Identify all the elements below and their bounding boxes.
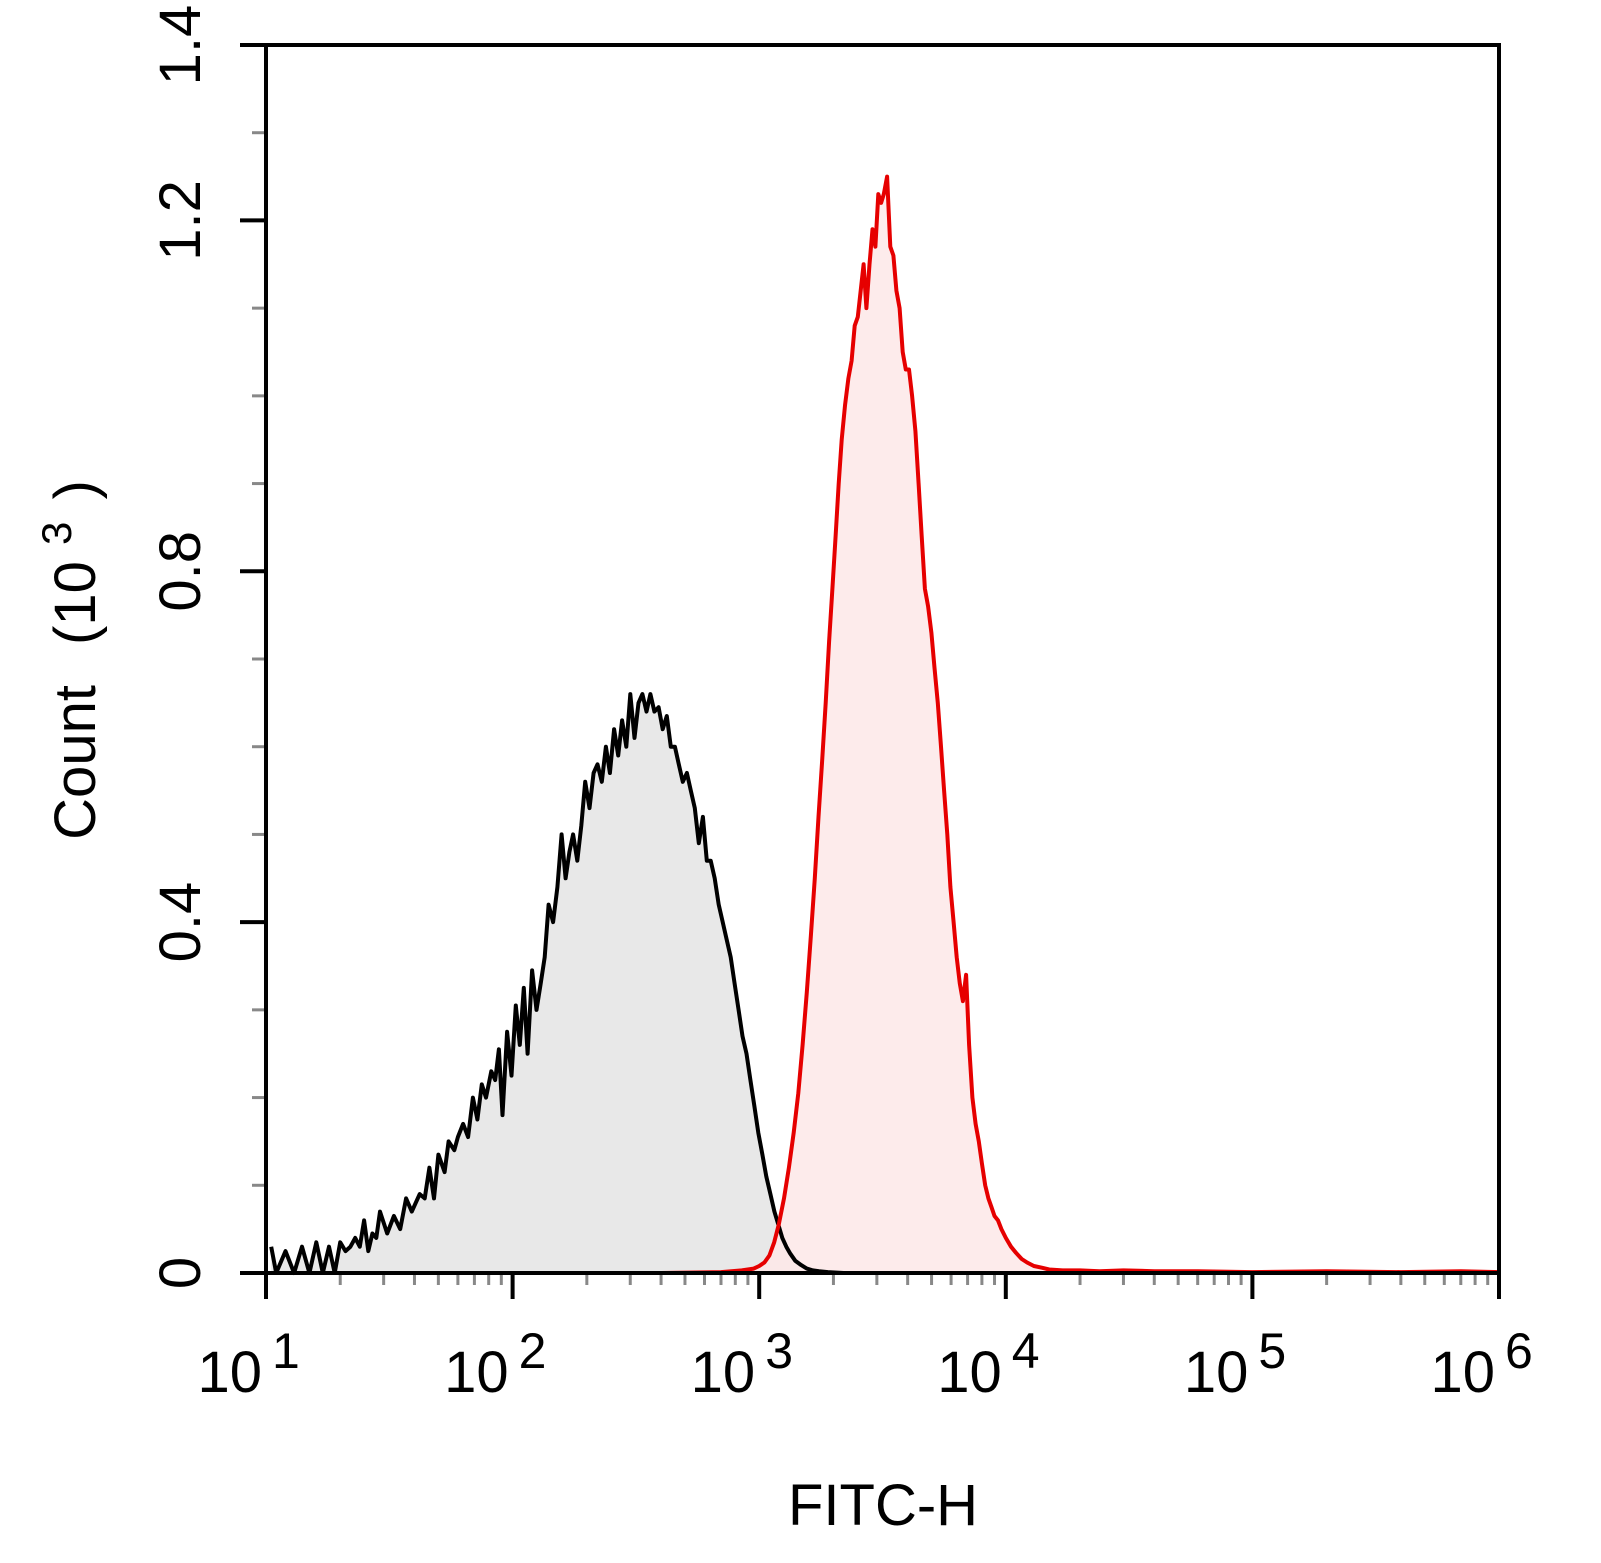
x-tick-label-exponent: 3 (765, 1323, 793, 1379)
x-axis-ticks: 10 1 10 2 10 3 10 4 10 5 10 6 (197, 1273, 1533, 1405)
y-tick-label: 1.2 (148, 180, 213, 261)
x-tick-label: 10 (691, 1340, 756, 1405)
x-tick-label: 10 (1430, 1340, 1495, 1405)
x-tick-label-exponent: 6 (1505, 1323, 1533, 1379)
x-tick-label: 10 (444, 1340, 509, 1405)
y-tick-label: 0 (148, 1257, 213, 1289)
series-layer (266, 174, 1500, 1275)
y-tick-label: 1.4 (148, 5, 213, 86)
y-axis-label-unit-open: (10 (43, 561, 108, 645)
x-tick-label-exponent: 5 (1258, 1323, 1286, 1379)
series-1-fill (271, 694, 1500, 1273)
series-1-line (269, 692, 1499, 1275)
x-tick-label: 10 (197, 1340, 262, 1405)
y-tick-label: 0.4 (148, 882, 213, 963)
x-tick-label-exponent: 4 (1012, 1323, 1040, 1379)
y-tick-label: 0.8 (148, 531, 213, 612)
y-axis-label-unit-close: ) (43, 480, 108, 499)
y-axis-label: Count (10 3 ) (19, 480, 108, 840)
x-tick-label-exponent: 2 (519, 1323, 547, 1379)
plot-frame (264, 43, 1501, 1275)
y-axis-label-unit-exp: 3 (33, 522, 80, 545)
series-2-fill (266, 176, 1499, 1274)
x-tick-label-exponent: 1 (272, 1323, 300, 1379)
x-tick-label: 10 (1184, 1340, 1249, 1405)
series-2-line (266, 174, 1500, 1275)
y-axis-label-main: Count (43, 685, 108, 840)
x-tick-label: 10 (937, 1340, 1002, 1405)
x-axis-label: FITC-H (788, 1473, 978, 1538)
y-axis-ticks: 0 0.4 0.8 1.2 1.4 (148, 5, 266, 1289)
